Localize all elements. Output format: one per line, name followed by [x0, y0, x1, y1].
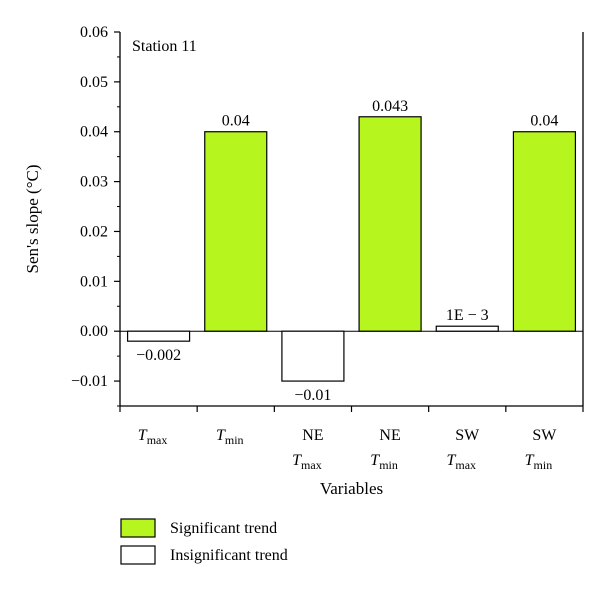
data-labels: −0.002 0.04 −0.01 0.043 1E − 3 0.04 [136, 98, 558, 404]
data-label: 1E − 3 [446, 307, 489, 324]
x-tick-label-prefix: NE [379, 427, 400, 444]
y-tick-label: 0.02 [80, 223, 108, 240]
x-axis-title: Variables [320, 479, 383, 498]
legend-swatch [120, 545, 156, 565]
bar [512, 131, 577, 332]
x-tick-label: Tmin [525, 452, 553, 472]
y-tick-label: 0.04 [80, 124, 108, 141]
y-tick-label: 0.06 [80, 24, 108, 41]
data-label: 0.043 [372, 98, 408, 115]
x-tick-label: Tmax [138, 427, 168, 447]
bar [126, 330, 191, 342]
bar [358, 116, 422, 332]
data-label: −0.002 [136, 347, 181, 364]
x-tick-label: Tmax [446, 452, 476, 472]
panel-label: Station 11 [132, 38, 197, 55]
data-label: 0.04 [222, 113, 250, 130]
x-tick-label: Tmax [292, 452, 322, 472]
x-tick-label: Tmin [370, 452, 398, 472]
bar [435, 325, 499, 332]
data-label: 0.04 [530, 113, 558, 130]
legend-label: Significant trend [170, 520, 277, 537]
y-axis-title: Sen's slope (°C) [23, 164, 42, 273]
x-tick-label-prefix: SW [532, 427, 557, 444]
x-tick-label-prefix: SW [455, 427, 480, 444]
y-tick-label: 0.01 [80, 273, 108, 290]
x-tick-label-prefix: NE [302, 427, 323, 444]
y-tick-label: −0.01 [71, 373, 108, 390]
legend: Significant trend Insignificant trend [120, 518, 288, 565]
bar [281, 330, 345, 382]
legend-swatch [120, 518, 156, 538]
legend-label: Insignificant trend [170, 547, 288, 564]
y-tick-label: 0.05 [80, 74, 108, 91]
bars [126, 116, 577, 382]
x-tick-label: Tmin [216, 427, 244, 447]
y-tick-label: 0.00 [80, 323, 108, 340]
axes: −0.01 0.00 0.01 0.02 0.03 0.04 0.05 0.06 Tmax Tmi… [71, 24, 584, 472]
data-label: −0.01 [294, 387, 331, 404]
y-tick-label: 0.03 [80, 174, 108, 191]
bar [204, 131, 268, 332]
